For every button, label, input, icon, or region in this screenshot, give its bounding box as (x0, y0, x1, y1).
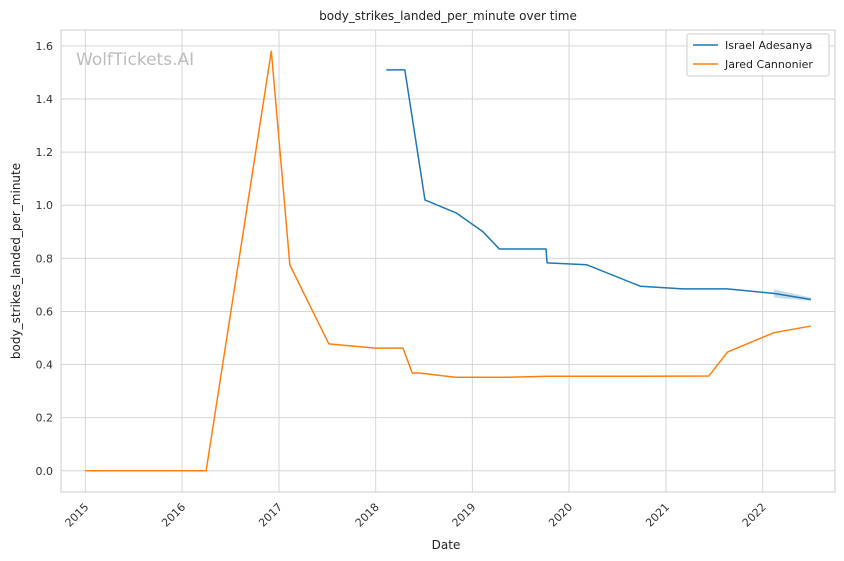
y-tick-label: 1.6 (36, 40, 54, 53)
legend: Israel Adesanya Jared Cannonier (686, 33, 830, 77)
series-line-israel-adesanya (386, 69, 812, 301)
y-tick-label: 0.4 (36, 359, 54, 372)
x-axis-label: Date (432, 538, 461, 552)
series-line-jared-cannonier (85, 50, 812, 472)
series-lines (85, 50, 812, 472)
legend-label-jared-cannonier: Jared Cannonier (724, 58, 813, 71)
plot-frame (60, 29, 836, 493)
y-tick-label: 1.4 (36, 93, 54, 106)
legend-box (686, 33, 830, 77)
y-tick-label: 0.2 (36, 412, 54, 425)
legend-label-israel-adesanya: Israel Adesanya (725, 39, 812, 52)
y-tick-label: 0.6 (36, 305, 54, 318)
y-axis-label: body_strikes_landed_per_minute (9, 163, 23, 359)
y-tick-label: 1.2 (36, 146, 54, 159)
chart-title: body_strikes_landed_per_minute over time (319, 9, 577, 23)
y-tick-label: 1.0 (36, 199, 54, 212)
y-tick-label: 0.8 (36, 252, 54, 265)
y-axis-ticks: 0.0 0.2 0.4 0.6 0.8 1.0 1.2 1.4 1.6 (36, 40, 54, 478)
watermark: WolfTickets.AI (76, 50, 194, 70)
y-tick-label: 0.0 (36, 465, 54, 478)
plot-area (61, 30, 835, 492)
